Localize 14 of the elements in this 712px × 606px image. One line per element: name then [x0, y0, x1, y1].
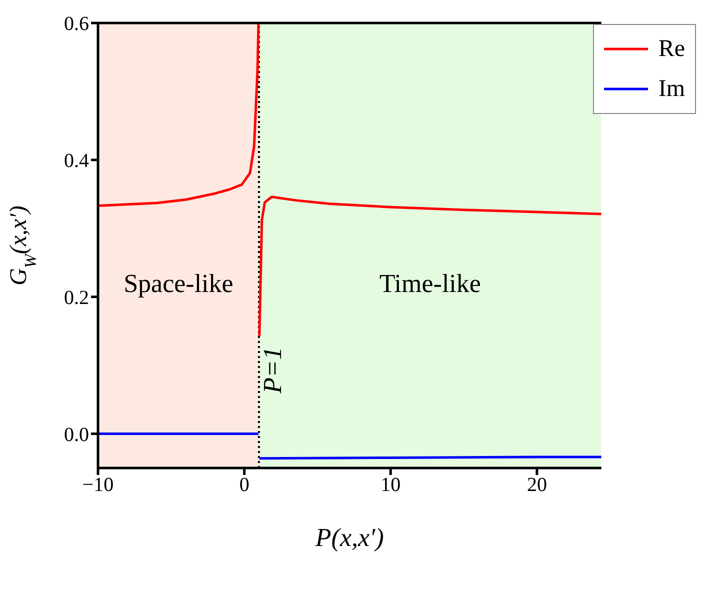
band-label: Time-like: [379, 269, 481, 298]
legend-label: Re: [658, 35, 685, 64]
legend-label: Im: [658, 75, 685, 104]
y-tick-label: 0.2: [64, 286, 89, 309]
band-label: Space-like: [124, 269, 234, 298]
y-tick-label: 0.6: [64, 13, 89, 36]
y-tick-label: 0.4: [64, 150, 89, 172]
x-axis-title: P(x,x′): [314, 523, 384, 552]
x-tick-label: 10: [380, 474, 401, 496]
y-tick-label: 0.0: [64, 424, 89, 446]
x-tick-label: 0: [239, 474, 250, 496]
x-tick-label: 20: [526, 474, 547, 496]
ref-line-label: P=1: [258, 346, 287, 394]
x-tick-label: −10: [82, 474, 114, 496]
